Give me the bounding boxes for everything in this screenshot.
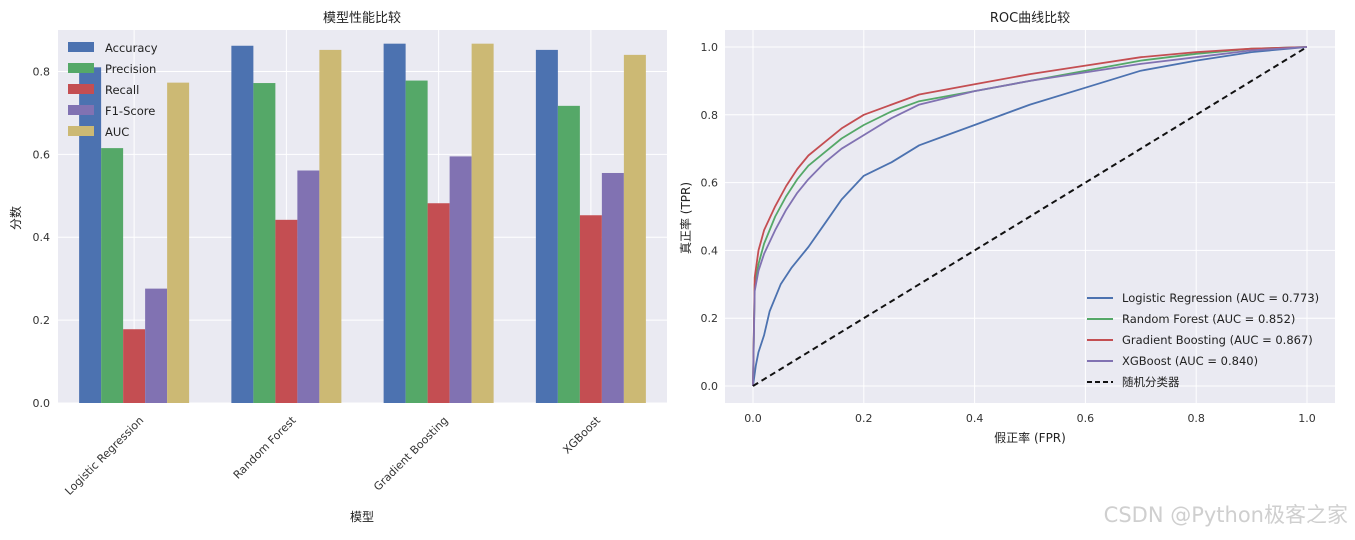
roc-line-1 — [752, 46, 1308, 387]
bar-legend-swatch — [68, 63, 94, 73]
roc-x-tick-label: 1.0 — [1298, 412, 1316, 425]
bar-precision — [253, 83, 276, 403]
bar-x-tick-label: Random Forest — [231, 413, 299, 481]
bar-legend: Accuracy Precision Recall F1-Score AUC — [68, 41, 158, 139]
bar-auc — [167, 82, 190, 403]
roc-x-axis-label: 假正率 (FPR) — [994, 430, 1066, 445]
bar-legend-swatch — [68, 84, 94, 94]
roc-x-tick-label: 0.8 — [1187, 412, 1205, 425]
roc-chart-title: ROC曲线比较 — [990, 11, 1070, 26]
roc-x-tick-label: 0.4 — [966, 412, 984, 425]
bar-y-tick-label: 0.4 — [33, 231, 51, 244]
roc-line-3 — [752, 46, 1308, 387]
bar-auc — [319, 49, 342, 403]
bar-legend-swatch — [68, 126, 94, 136]
bar-f1-score — [145, 288, 168, 403]
bar-x-axis-label: 模型 — [350, 510, 374, 524]
roc-grid — [725, 30, 1335, 403]
bar-f1-score — [449, 156, 472, 403]
roc-line-0 — [752, 46, 1308, 387]
bar-accuracy — [79, 67, 102, 404]
bar-legend-label: Accuracy — [105, 41, 158, 55]
roc-y-tick-label: 0.0 — [701, 380, 719, 393]
roc-y-tick-label: 0.8 — [701, 109, 719, 122]
bar-y-tick-label: 0.0 — [33, 397, 51, 410]
roc-y-ticks: 0.0 0.2 0.4 0.6 0.8 1.0 — [701, 41, 719, 393]
roc-legend-label: Gradient Boosting (AUC = 0.867) — [1122, 333, 1313, 347]
bar-y-tick-label: 0.8 — [33, 65, 51, 78]
roc-x-tick-label: 0.2 — [855, 412, 873, 425]
roc-x-tick-label: 0.0 — [744, 412, 762, 425]
bar-precision — [101, 148, 124, 403]
bar-recall — [427, 203, 450, 403]
bar-auc — [623, 54, 646, 403]
roc-legend-label: Random Forest (AUC = 0.852) — [1122, 312, 1295, 326]
bar-legend-label: AUC — [105, 125, 129, 139]
roc-lines — [752, 46, 1308, 387]
roc-line-4 — [752, 46, 1308, 387]
roc-y-tick-label: 0.6 — [701, 177, 719, 190]
bar-legend-label: Recall — [105, 83, 139, 97]
bar-recall — [579, 215, 602, 403]
bar-y-tick-label: 0.2 — [33, 314, 51, 327]
roc-chart: 0.0 0.2 0.4 0.6 0.8 1.0 0.0 0.2 0.4 0.6 0.8 1.0 Lo… — [678, 11, 1335, 445]
bar-f1-score — [297, 170, 320, 403]
bar-y-tick-label: 0.6 — [33, 148, 51, 161]
bar-legend-swatch — [68, 42, 94, 52]
bar-x-tick-label: Gradient Boosting — [371, 414, 451, 494]
bar-recall — [275, 219, 298, 403]
bar-chart-title: 模型性能比较 — [323, 11, 401, 26]
roc-line-2 — [752, 46, 1308, 387]
bar-bars — [79, 43, 646, 404]
bar-precision — [405, 80, 428, 403]
bar-accuracy — [383, 43, 406, 403]
bar-x-ticks: Logistic Regression Random Forest Gradient… — [62, 413, 603, 497]
roc-legend: Logistic Regression (AUC = 0.773) Random … — [1087, 291, 1319, 389]
watermark: CSDN @Python极客之家 — [1104, 503, 1348, 527]
bar-chart: 0.0 0.2 0.4 0.6 0.8 Logistic Regression Rando… — [8, 11, 667, 524]
roc-legend-label: XGBoost (AUC = 0.840) — [1122, 354, 1258, 368]
bar-accuracy — [535, 49, 558, 403]
bar-x-tick-label: Logistic Regression — [62, 414, 146, 498]
roc-x-ticks: 0.0 0.2 0.4 0.6 0.8 1.0 — [744, 412, 1316, 425]
bar-f1-score — [601, 172, 624, 403]
roc-legend-label: Logistic Regression (AUC = 0.773) — [1122, 291, 1319, 305]
bar-legend-label: Precision — [105, 62, 156, 76]
roc-x-tick-label: 0.6 — [1077, 412, 1095, 425]
bar-auc — [471, 43, 494, 403]
bar-precision — [557, 105, 580, 404]
bar-legend-swatch — [68, 105, 94, 115]
roc-legend-label: 随机分类器 — [1122, 375, 1180, 389]
roc-y-tick-label: 1.0 — [701, 41, 719, 54]
bar-x-tick-label: XGBoost — [560, 413, 603, 456]
bar-legend-label: F1-Score — [105, 104, 155, 118]
roc-y-tick-label: 0.2 — [701, 312, 719, 325]
bar-accuracy — [231, 45, 254, 403]
bar-y-axis-label: 分数 — [8, 206, 23, 230]
roc-y-tick-label: 0.4 — [701, 244, 719, 257]
roc-y-axis-label: 真正率 (TPR) — [678, 182, 693, 254]
bar-y-ticks: 0.0 0.2 0.4 0.6 0.8 — [33, 65, 51, 410]
bar-recall — [123, 329, 146, 403]
